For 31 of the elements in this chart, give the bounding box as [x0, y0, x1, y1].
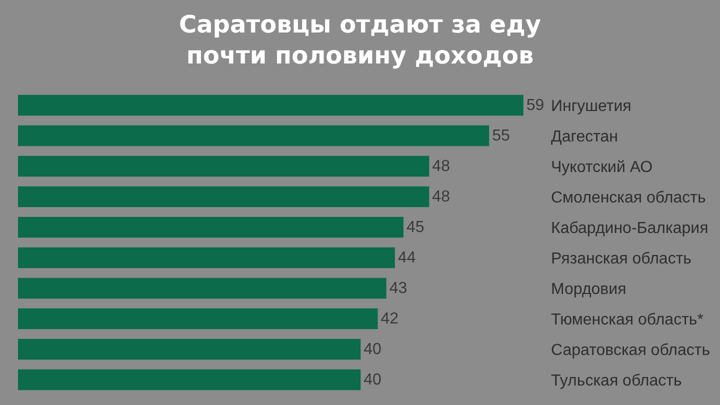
bar	[18, 186, 430, 208]
bar	[18, 278, 386, 299]
bar	[18, 338, 361, 360]
y-tick-label: Чукотский АО	[551, 158, 653, 176]
data-label: 48	[432, 158, 450, 175]
chart-title: Саратовцы отдают за еду почти половину доходов	[179, 10, 542, 70]
y-tick-label: Ингушетия	[551, 98, 632, 115]
bar	[18, 94, 524, 116]
data-label: 40	[364, 371, 382, 388]
y-tick-label: Кабардино-Балкария	[551, 220, 708, 237]
data-label: 42	[380, 310, 399, 328]
data-label: 45	[406, 218, 424, 236]
bar	[18, 308, 378, 330]
y-tick-label: Дагестан	[551, 128, 618, 146]
data-label: 43	[389, 280, 408, 297]
y-tick-label: Тюменская область*	[551, 311, 704, 328]
y-tick-label: Мордовия	[551, 280, 626, 298]
bar	[18, 369, 361, 390]
bar	[18, 216, 404, 238]
data-label: 40	[364, 340, 382, 358]
data-label: 59	[526, 96, 544, 114]
bar	[18, 247, 395, 268]
y-tick-label: Саратовская область	[551, 342, 710, 359]
data-label: 48	[432, 188, 450, 206]
y-tick-label: Рязанская область	[551, 250, 692, 268]
y-tick-label: Смоленская область	[551, 189, 706, 206]
bar	[18, 156, 430, 177]
data-label: 44	[398, 249, 416, 266]
bar	[18, 125, 490, 146]
y-tick-label: Тульская область	[551, 372, 682, 390]
data-label: 55	[492, 127, 510, 144]
